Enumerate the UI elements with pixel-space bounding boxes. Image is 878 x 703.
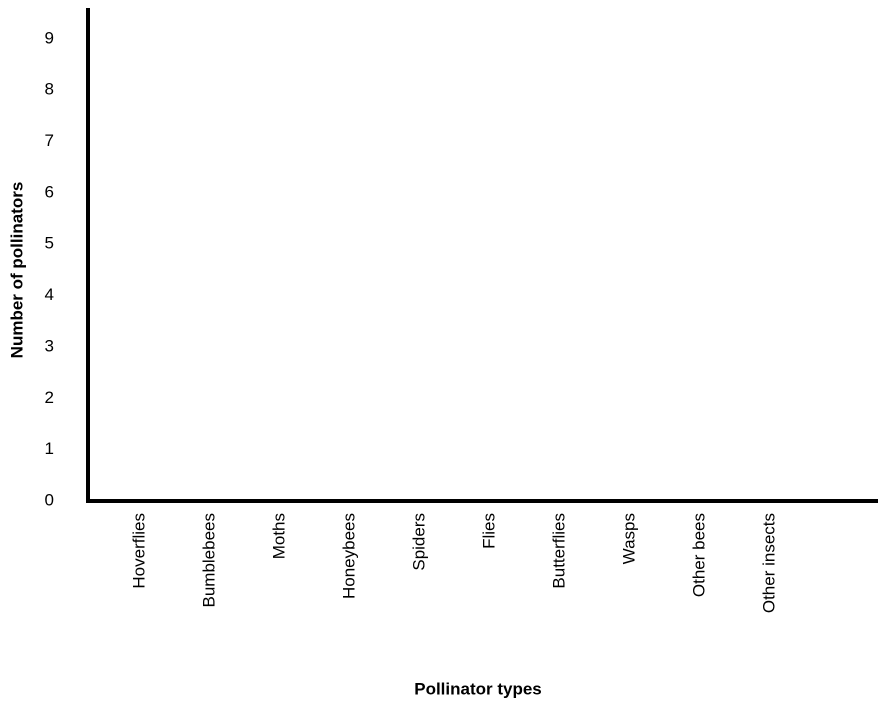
y-tick-label: 4: [45, 285, 54, 304]
y-tick-label: 8: [45, 80, 54, 99]
y-tick-label: 0: [45, 490, 54, 509]
x-axis-title: Pollinator types: [414, 679, 542, 698]
x-tick-label: Other bees: [689, 513, 708, 597]
x-tick-label: Honeybees: [339, 513, 358, 599]
y-axis-title: Number of pollinators: [7, 182, 26, 359]
x-tick-label: Butterflies: [549, 513, 568, 589]
y-tick-label: 5: [45, 234, 54, 253]
y-tick-label: 3: [45, 336, 54, 355]
x-tick-label: Moths: [269, 513, 288, 559]
x-tick-label: Hoverflies: [129, 513, 148, 589]
y-tick-label: 6: [45, 182, 54, 201]
y-tick-label: 7: [45, 131, 54, 150]
y-tick-label: 1: [45, 439, 54, 458]
x-tick-label: Wasps: [619, 513, 638, 564]
x-tick-label: Other insects: [759, 513, 778, 613]
y-tick-label: 9: [45, 28, 54, 47]
x-tick-label: Spiders: [409, 513, 428, 571]
x-tick-label: Flies: [479, 513, 498, 549]
x-tick-label: Bumblebees: [199, 513, 218, 608]
y-tick-label: 2: [45, 388, 54, 407]
